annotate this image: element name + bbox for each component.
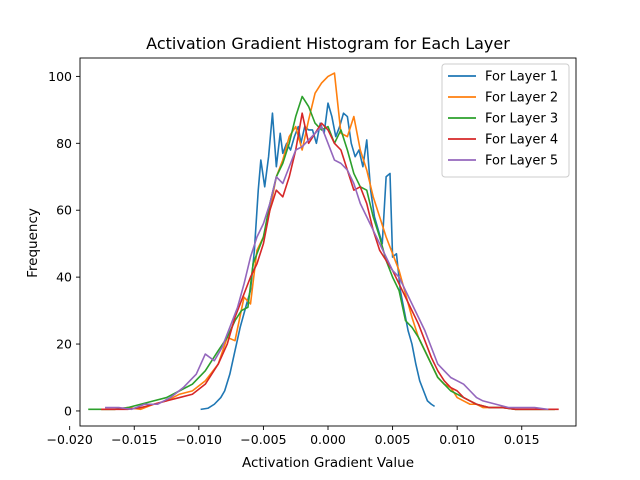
legend-label-4: For Layer 4 — [485, 133, 558, 148]
y-tick-label: 20 — [56, 337, 72, 352]
x-tick-label: 0.015 — [504, 432, 540, 447]
series-line-5 — [105, 125, 549, 411]
y-tick-label: 40 — [56, 270, 72, 285]
x-tick-label: −0.020 — [47, 432, 93, 447]
series-line-4 — [101, 112, 559, 411]
y-tick-label: 100 — [48, 69, 72, 84]
x-tick-label: 0.005 — [375, 432, 411, 447]
y-tick-label: 60 — [56, 203, 72, 218]
legend-box — [441, 63, 570, 178]
x-tick-label: 0.010 — [439, 432, 475, 447]
legend-label-3: For Layer 3 — [485, 112, 558, 127]
x-tick-label: −0.015 — [111, 432, 157, 447]
chart-title: Activation Gradient Histogram for Each L… — [146, 34, 510, 53]
legend-label-1: For Layer 1 — [485, 70, 558, 85]
legend-label-2: For Layer 2 — [485, 91, 558, 106]
legend-label-5: For Layer 5 — [485, 154, 558, 169]
y-tick-label: 80 — [56, 136, 72, 151]
plot-area: −0.020 −0.015 −0.010 −0.005 0.000 0.005 0.010 0… — [47, 57, 577, 447]
x-tick-label: 0.000 — [310, 432, 346, 447]
y-tick-label: 0 — [64, 403, 72, 418]
legend: For Layer 1 For Layer 2 For Layer 3 For Lay… — [441, 63, 570, 178]
x-axis-label: Activation Gradient Value — [242, 455, 414, 471]
y-axis-label: Frequency — [25, 208, 41, 278]
x-tick-label: −0.005 — [240, 432, 286, 447]
x-tick-label: −0.010 — [176, 432, 222, 447]
